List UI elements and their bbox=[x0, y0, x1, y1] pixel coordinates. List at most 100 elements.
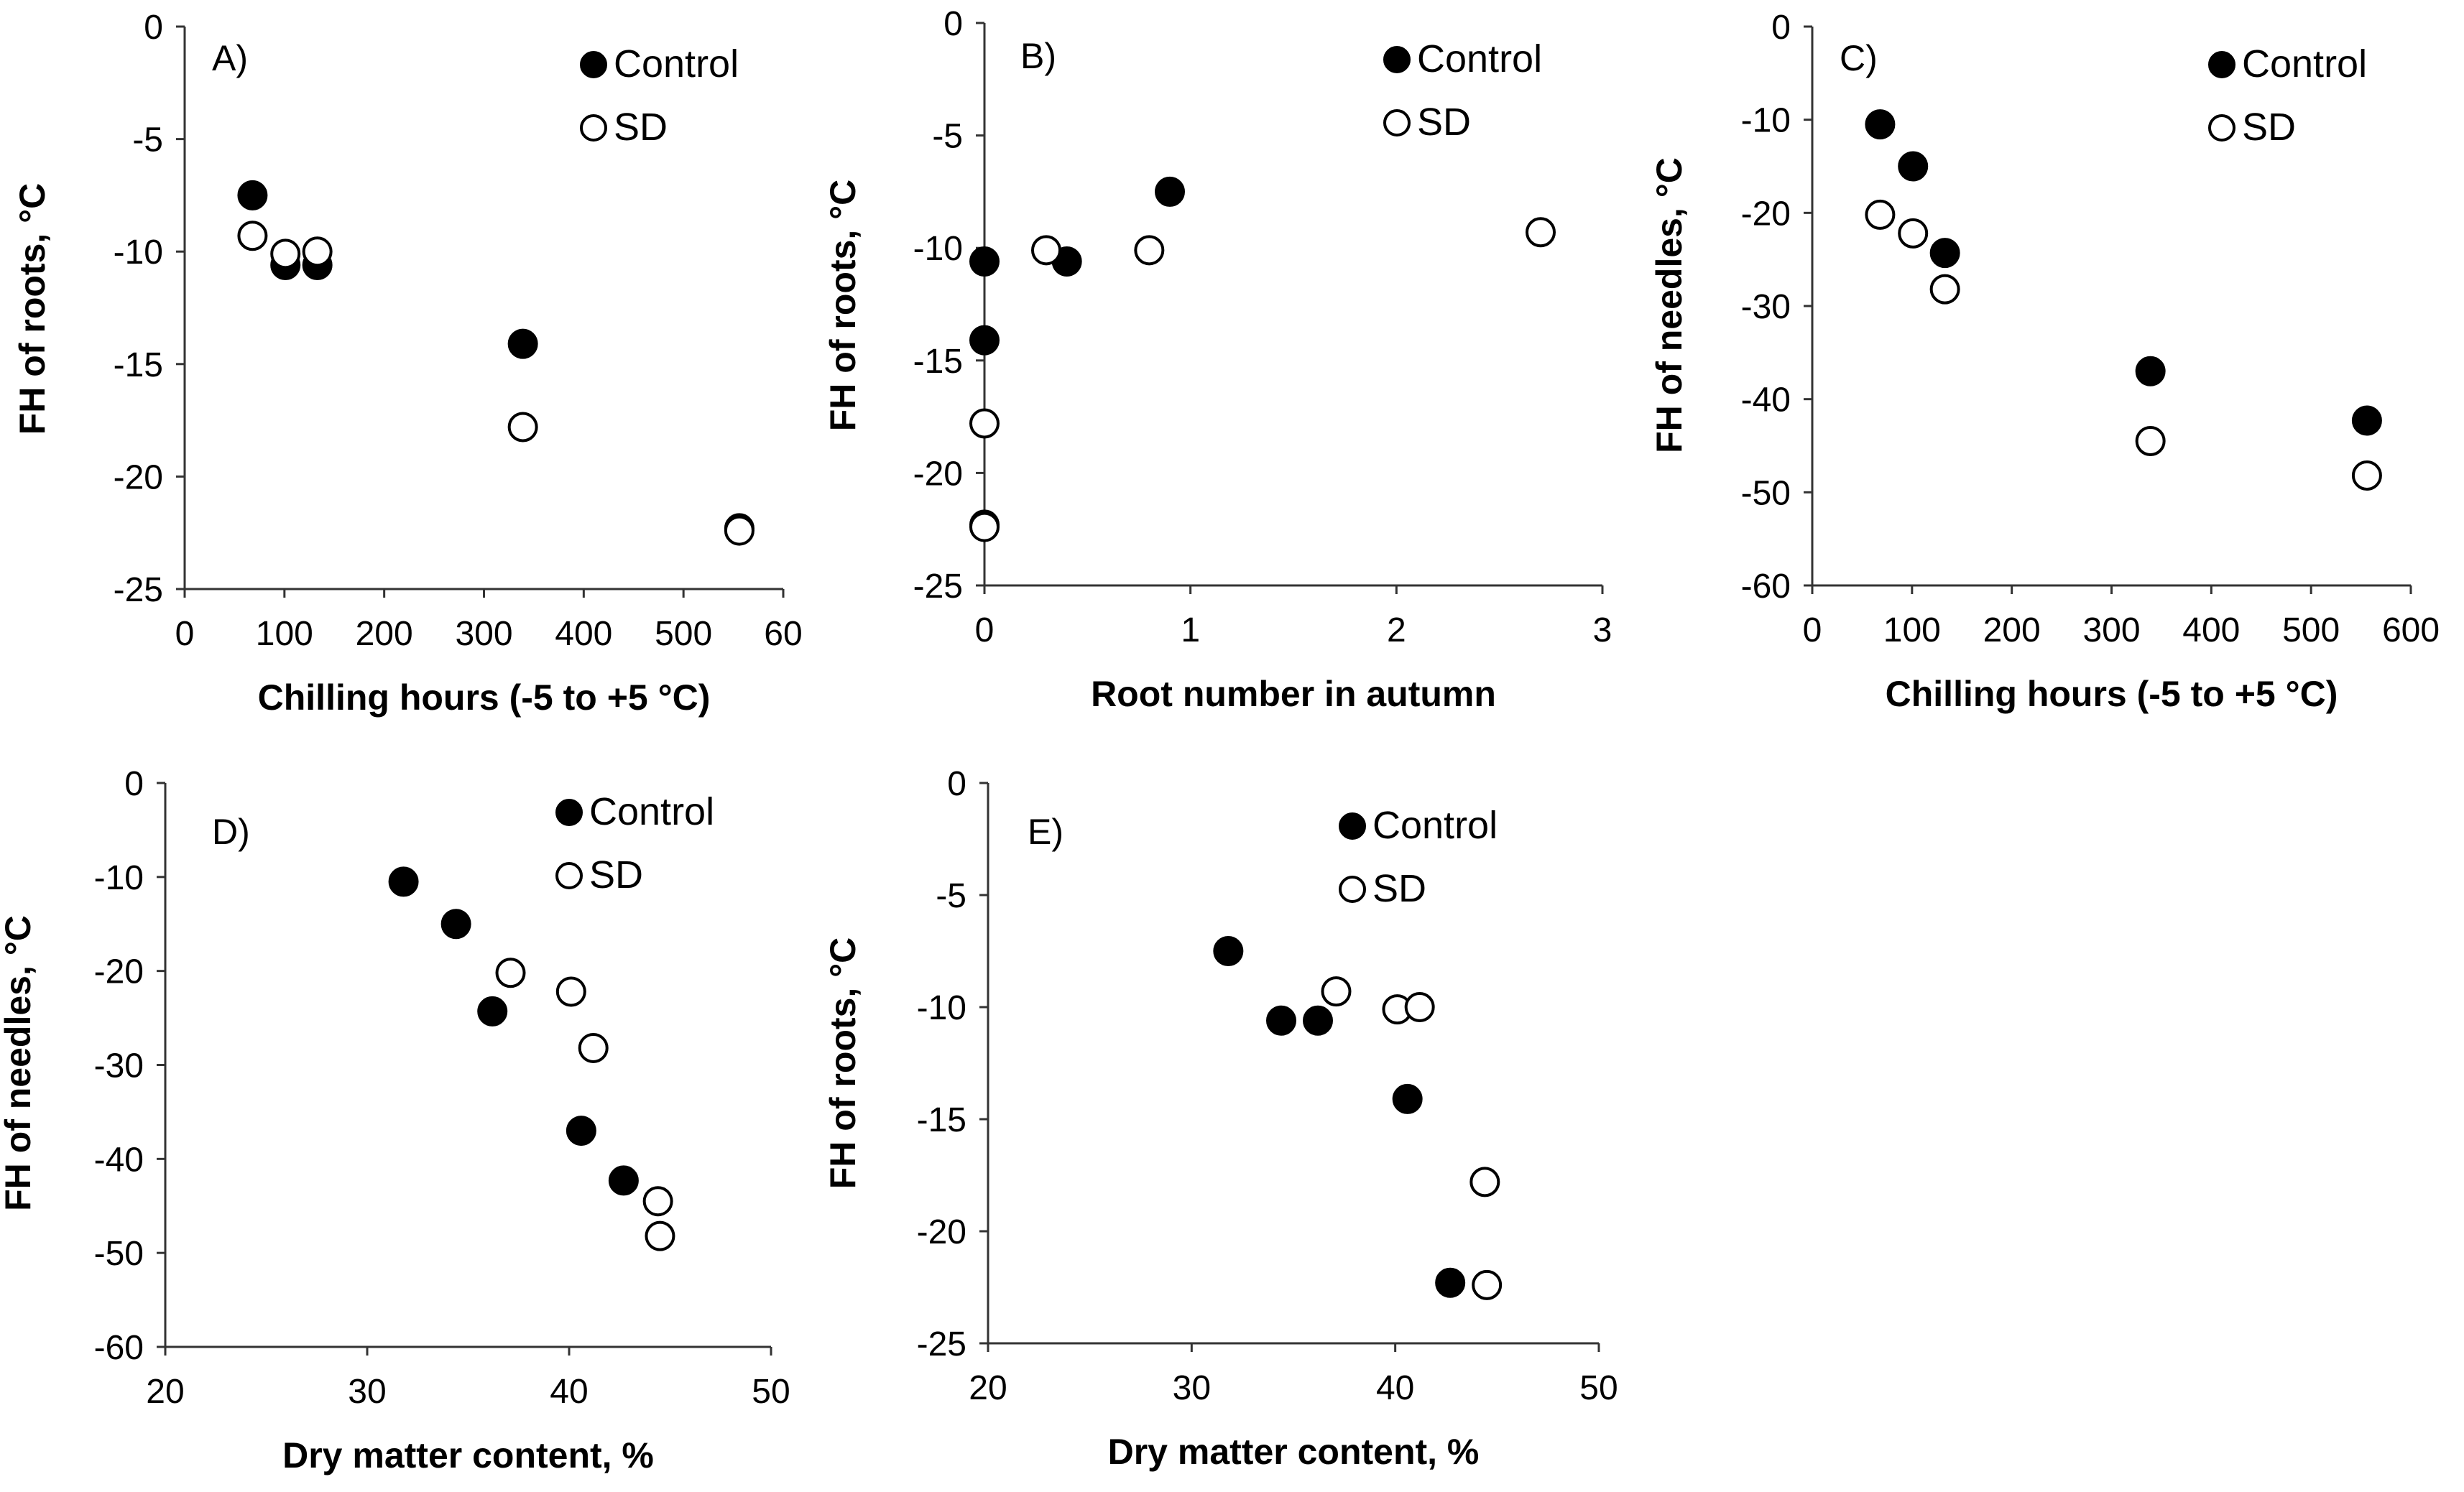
legend-label-sd: SD bbox=[1372, 867, 1426, 910]
y-tick-label: -60 bbox=[94, 1329, 144, 1367]
legend-marker-sd bbox=[1339, 876, 1366, 903]
sd-data-point bbox=[1526, 217, 1556, 248]
legend-label-sd: SD bbox=[1417, 101, 1471, 144]
x-tick-label: 40 bbox=[550, 1373, 588, 1411]
y-tick-label: 0 bbox=[1771, 9, 1791, 47]
legend-marker-control bbox=[1339, 812, 1366, 840]
x-tick-label: 0 bbox=[975, 611, 995, 649]
y-axis-title: FH of roots, °C bbox=[12, 183, 52, 435]
control-data-point bbox=[477, 996, 508, 1027]
y-tick-label: -25 bbox=[913, 567, 963, 606]
sd-data-point bbox=[969, 408, 1000, 439]
y-tick-label: -15 bbox=[913, 343, 963, 381]
y-tick-label: 0 bbox=[144, 9, 163, 47]
chart-panel-c: 0 100 200 300 400 500 600 0 -10 -20 -30 -40 -50 -60 Ch… bbox=[1649, 9, 2440, 714]
y-axis-title: FH of roots, °C bbox=[823, 180, 863, 432]
x-tick-label: 1 bbox=[1181, 611, 1200, 649]
sd-data-point bbox=[642, 1186, 673, 1217]
legend-label-sd: SD bbox=[2242, 106, 2296, 149]
x-tick-label: 400 bbox=[2182, 611, 2240, 649]
sd-data-point bbox=[1898, 218, 1929, 249]
panel-label: C) bbox=[1840, 38, 1878, 78]
x-tick-label: 30 bbox=[1173, 1369, 1211, 1407]
x-axis-title: Root number in autumn bbox=[1091, 674, 1496, 714]
y-tick-label: -10 bbox=[1741, 102, 1791, 140]
sd-data-point bbox=[724, 515, 755, 546]
legend-marker-control bbox=[1383, 46, 1411, 73]
sd-data-point bbox=[237, 221, 268, 251]
x-tick-label: 3 bbox=[1593, 611, 1612, 649]
x-tick-label: 200 bbox=[1983, 611, 2041, 649]
control-data-point bbox=[1929, 238, 1960, 269]
y-tick-label: -50 bbox=[1741, 474, 1791, 512]
legend-marker-sd bbox=[2208, 114, 2235, 142]
legend-label-control: Control bbox=[614, 42, 739, 85]
y-tick-label: -30 bbox=[1741, 288, 1791, 326]
control-data-point bbox=[237, 180, 268, 210]
x-tick-label: 0 bbox=[1803, 611, 1822, 649]
sd-data-point bbox=[2351, 460, 2382, 491]
control-data-point bbox=[1303, 1005, 1333, 1036]
control-data-point bbox=[608, 1165, 639, 1196]
y-tick-label: -5 bbox=[932, 118, 963, 156]
control-data-point bbox=[1155, 176, 1185, 207]
x-tick-label: 40 bbox=[1376, 1369, 1414, 1407]
sd-data-point bbox=[270, 238, 301, 269]
x-axis-title: Chilling hours (-5 to +5 °C) bbox=[258, 677, 711, 718]
x-tick-label: 20 bbox=[146, 1373, 184, 1411]
legend-marker-sd bbox=[580, 114, 607, 142]
legend-label-control: Control bbox=[1417, 37, 1542, 80]
control-data-point bbox=[969, 325, 1000, 356]
x-tick-label: 400 bbox=[555, 615, 612, 653]
panel-label: A) bbox=[212, 38, 248, 78]
x-tick-label: 300 bbox=[455, 615, 512, 653]
x-axis-title: Dry matter content, % bbox=[282, 1435, 654, 1475]
legend-label-control: Control bbox=[589, 790, 714, 833]
sd-data-point bbox=[645, 1220, 675, 1251]
sd-data-point bbox=[1865, 199, 1896, 230]
panel-label: B) bbox=[1020, 36, 1056, 76]
y-tick-label: -10 bbox=[913, 230, 963, 268]
x-tick-label: 50 bbox=[1579, 1369, 1618, 1407]
legend-marker-sd bbox=[555, 862, 583, 889]
legend-label-control: Control bbox=[2242, 42, 2367, 85]
x-tick-label: 500 bbox=[2282, 611, 2340, 649]
x-tick-label: 30 bbox=[348, 1373, 386, 1411]
sd-data-point bbox=[1472, 1269, 1503, 1300]
legend-marker-sd bbox=[1383, 109, 1411, 136]
control-data-point bbox=[1898, 151, 1929, 182]
y-axis-title: FH of needles, °C bbox=[0, 915, 38, 1211]
legend-marker-control bbox=[2208, 51, 2235, 78]
x-tick-label: 0 bbox=[175, 615, 195, 653]
sd-data-point bbox=[578, 1032, 609, 1063]
y-tick-label: -15 bbox=[114, 346, 163, 384]
control-data-point bbox=[1392, 1083, 1423, 1114]
x-tick-label: 100 bbox=[256, 615, 313, 653]
sd-data-point bbox=[495, 958, 526, 988]
x-tick-label: 500 bbox=[655, 615, 712, 653]
control-data-point bbox=[1435, 1267, 1466, 1298]
control-data-point bbox=[388, 866, 419, 897]
y-tick-label: -60 bbox=[1741, 567, 1791, 606]
y-tick-label: -25 bbox=[114, 571, 163, 609]
x-tick-label: 300 bbox=[2082, 611, 2140, 649]
control-data-point bbox=[969, 246, 1000, 277]
y-tick-label: -5 bbox=[936, 877, 966, 915]
control-data-point bbox=[566, 1116, 596, 1146]
x-tick-label: 2 bbox=[1387, 611, 1406, 649]
sd-data-point bbox=[1929, 274, 1960, 305]
y-tick-label: -10 bbox=[917, 989, 966, 1027]
chart-panel-a: 0 100 200 300 400 500 600-5-10-15-20-25Chillin… bbox=[12, 9, 803, 718]
sd-data-point bbox=[1134, 235, 1165, 266]
control-data-point bbox=[440, 909, 471, 940]
sd-data-point bbox=[555, 976, 586, 1007]
y-tick-label: 0 bbox=[943, 5, 963, 43]
legend-label-sd: SD bbox=[589, 853, 643, 896]
control-data-point bbox=[507, 328, 538, 359]
y-tick-label: -5 bbox=[132, 121, 163, 159]
chart-panel-b: 0 1 2 3 0 -5 -10 -15 -20 -25 Root number in autumn… bbox=[823, 5, 1612, 714]
x-axis-title: Dry matter content, % bbox=[1108, 1432, 1480, 1472]
y-tick-label: 0 bbox=[947, 765, 966, 803]
x-tick-label: 20 bbox=[969, 1369, 1007, 1407]
